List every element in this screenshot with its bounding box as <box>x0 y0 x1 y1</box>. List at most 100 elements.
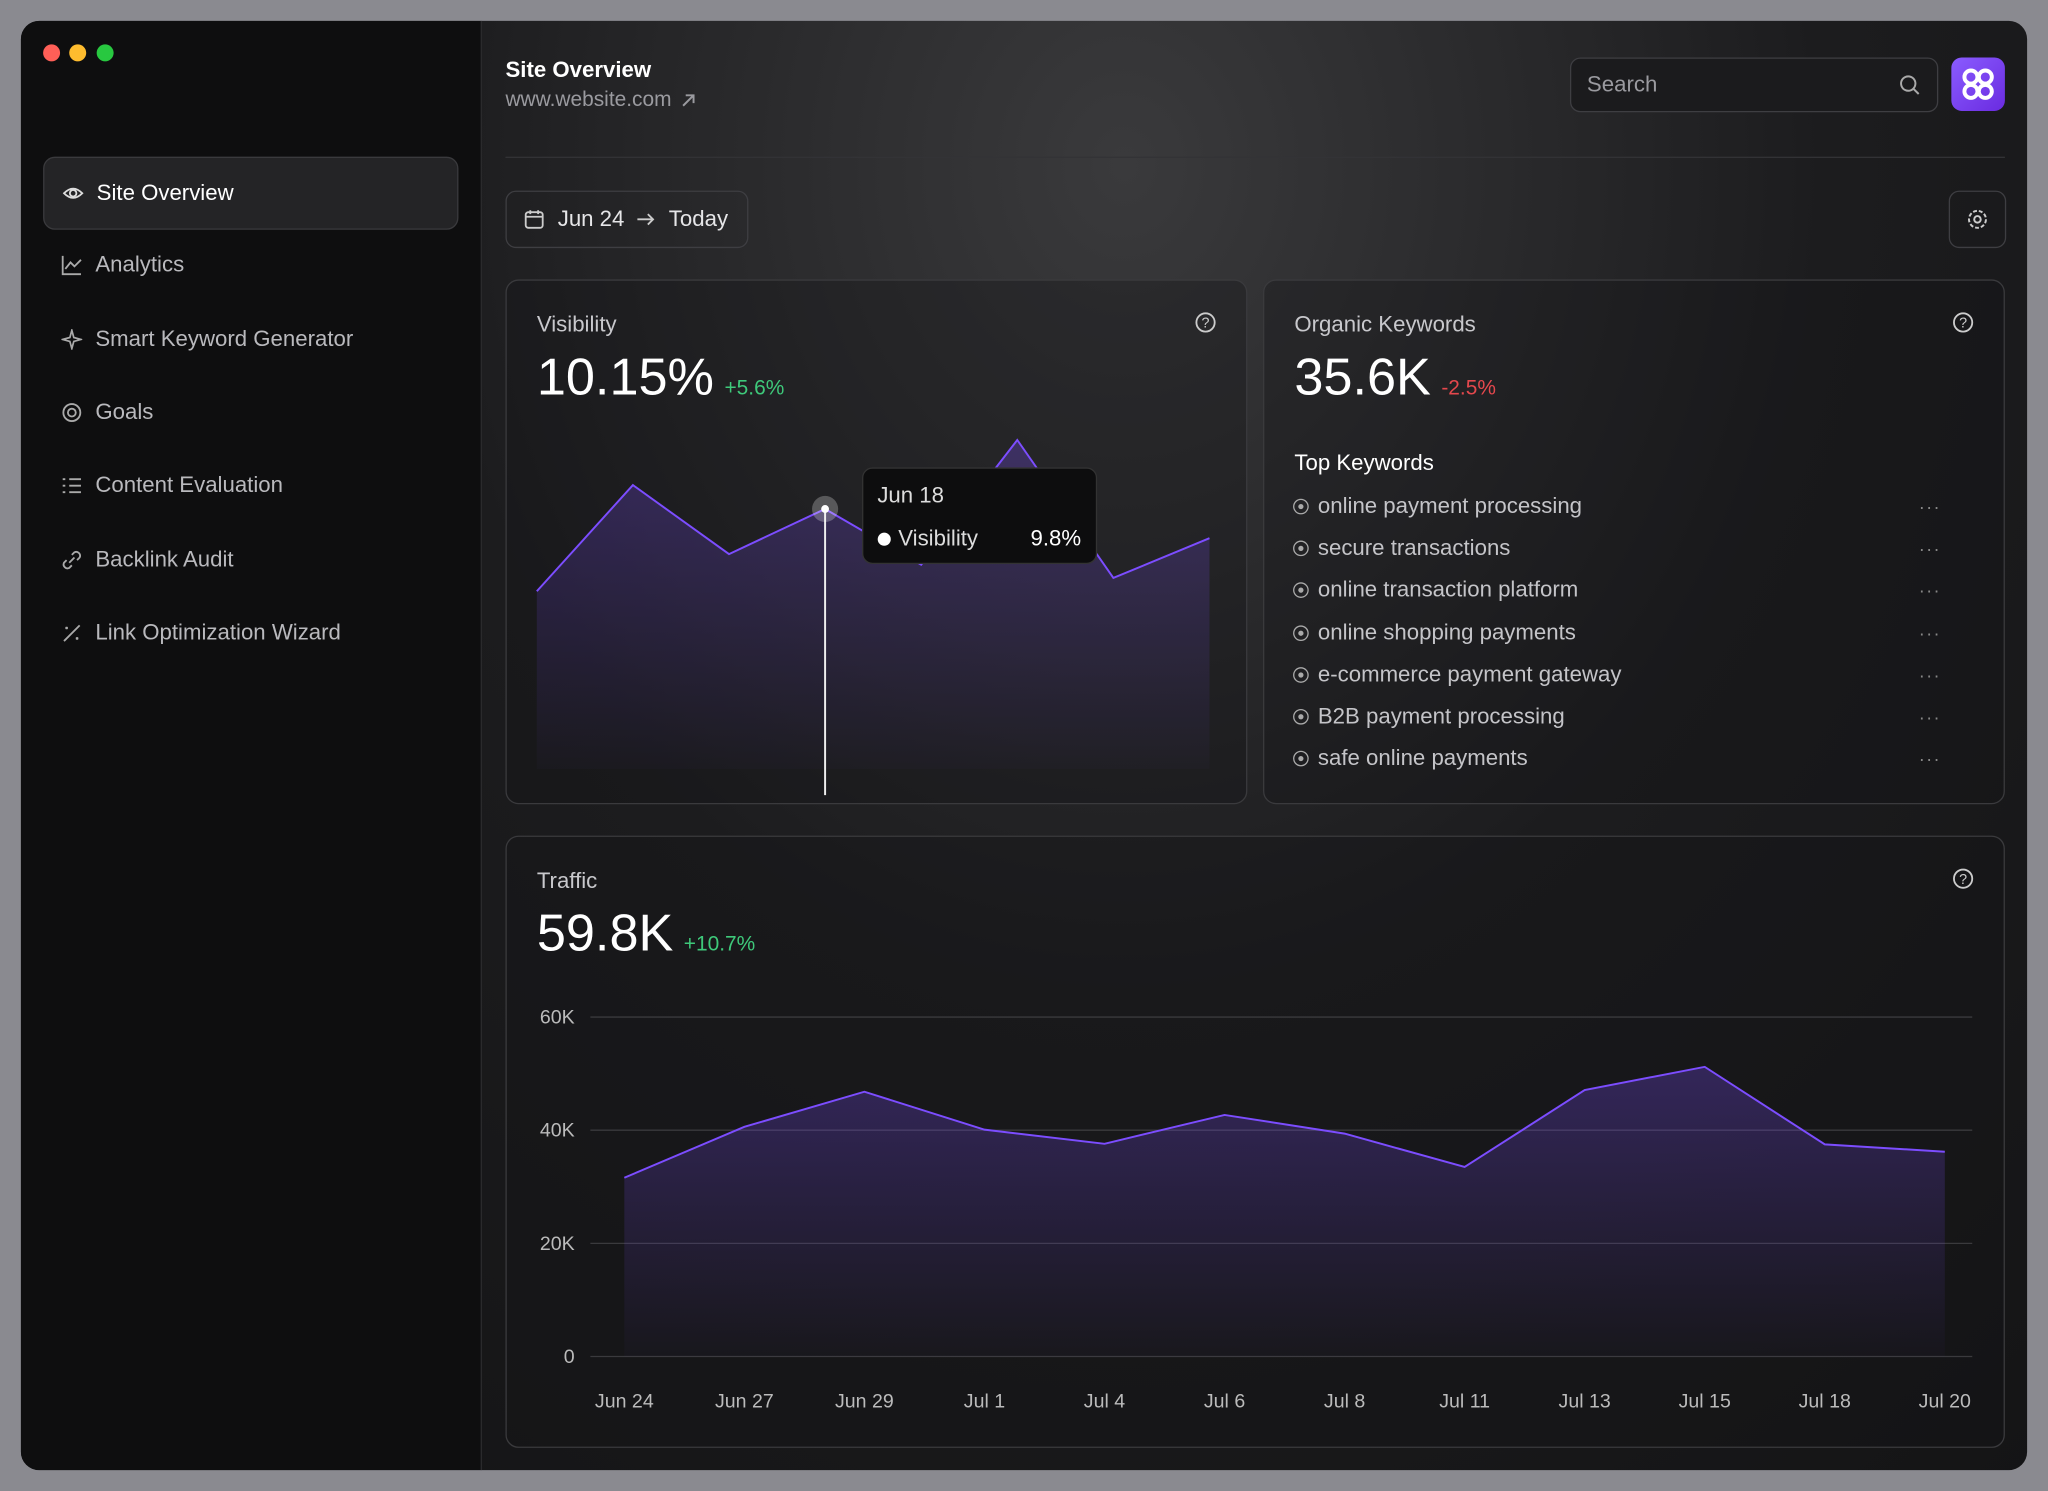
keyword-icon <box>1293 582 1309 599</box>
more-button[interactable]: ··· <box>1918 538 1941 560</box>
keyword-row[interactable]: online shopping payments ··· <box>1293 620 1972 646</box>
keyword-row[interactable]: safe online payments ··· <box>1293 746 1972 772</box>
metric-change: -2.5% <box>1441 377 1496 400</box>
nav-item[interactable]: Goals <box>43 377 456 448</box>
tooltip-value: 9.8% <box>1030 525 1082 551</box>
metric-change: +5.6% <box>724 377 785 400</box>
keyword-icon <box>1293 624 1309 641</box>
hover-point <box>821 505 830 513</box>
help-icon[interactable]: ? <box>1951 311 1975 335</box>
site-url: www.website.com <box>505 88 672 111</box>
more-button[interactable]: ··· <box>1918 580 1941 602</box>
keyword-text: secure transactions <box>1317 535 1511 561</box>
x-tick-label: Jul 15 <box>1679 1390 1731 1412</box>
search-box[interactable]: Search <box>1569 57 1939 113</box>
nav-item[interactable]: Smart Keyword Generator <box>43 304 456 375</box>
x-tick-label: Jul 1 <box>964 1390 1005 1412</box>
x-tick-label: Jul 6 <box>1204 1390 1245 1412</box>
keyword-row[interactable]: online payment processing ··· <box>1293 494 1972 520</box>
nav-icon <box>62 550 81 569</box>
nav-label: Link Optimization Wizard <box>95 619 341 645</box>
date-range-picker[interactable]: Jun 24 Today <box>505 190 749 249</box>
card-title: Traffic <box>536 868 598 894</box>
settings-button[interactable] <box>1948 190 2007 249</box>
metric-value: 59.8K <box>536 904 674 963</box>
help-icon[interactable]: ? <box>1194 311 1218 335</box>
nav-label: Analytics <box>95 252 185 278</box>
keyword-row[interactable]: secure transactions ··· <box>1293 536 1972 562</box>
keyword-icon <box>1293 708 1309 725</box>
list-title: Top Keywords <box>1294 450 1434 476</box>
card-title: Visibility <box>536 312 617 337</box>
x-tick-label: Jun 24 <box>595 1390 654 1412</box>
close-button[interactable] <box>43 44 61 62</box>
more-button[interactable]: ··· <box>1918 622 1941 644</box>
nav-item[interactable]: Link Optimization Wizard <box>43 598 456 669</box>
keywords-card: Organic Keywords 35.6K -2.5% ? Top Keywo… <box>1263 279 2005 805</box>
keyword-icon <box>1293 540 1309 557</box>
keyword-text: B2B payment processing <box>1317 703 1565 729</box>
keyword-row[interactable]: online transaction platform ··· <box>1293 578 1972 604</box>
traffic-chart: 0 20K 40K 60K Jun 24 Jun 27 Jun 29 Jul 1 Jul 4 Ju… <box>540 1007 1973 1412</box>
y-tick-label: 60K <box>540 1007 575 1029</box>
search-icon <box>1900 75 1920 95</box>
keyword-text: safe online payments <box>1317 745 1528 771</box>
more-button[interactable]: ··· <box>1918 496 1941 518</box>
nav-label: Smart Keyword Generator <box>95 325 354 351</box>
tooltip-series: Visibility <box>898 525 979 551</box>
more-button[interactable]: ··· <box>1918 706 1941 728</box>
visibility-card: Visibility 10.15% +5.6% ? Jun 18 Visibil… <box>505 279 1248 805</box>
site-link[interactable]: www.website.com <box>505 89 697 113</box>
date-end: Today <box>668 206 729 232</box>
metric-value: 10.15% <box>536 348 715 407</box>
nav-icon <box>62 403 82 422</box>
keyword-text: online transaction platform <box>1317 577 1579 603</box>
external-icon <box>682 94 695 107</box>
arrow-icon <box>637 213 655 226</box>
more-button[interactable]: ··· <box>1918 664 1941 686</box>
keyword-icon <box>1293 750 1309 767</box>
metric: 35.6K -2.5% <box>1294 349 1496 408</box>
tooltip-swatch <box>877 532 891 546</box>
x-tick-label: Jun 29 <box>835 1390 894 1412</box>
calendar-icon <box>524 210 544 229</box>
keyword-icon <box>1293 666 1309 683</box>
nav-item[interactable]: Site Overview <box>43 156 459 230</box>
minimize-button[interactable] <box>69 44 87 62</box>
metric: 10.15% +5.6% <box>537 349 784 408</box>
keyword-icon <box>1293 498 1309 515</box>
header-divider <box>505 156 2005 158</box>
nav-label: Goals <box>95 399 154 425</box>
nav-item[interactable]: Analytics <box>43 230 456 301</box>
nav-label: Backlink Audit <box>95 546 234 572</box>
y-tick-label: 0 <box>564 1346 575 1368</box>
nav-label: Site Overview <box>96 180 234 205</box>
nav-label: Content Evaluation <box>95 472 283 498</box>
nav-item[interactable]: Backlink Audit <box>43 524 456 595</box>
svg-text:?: ? <box>1959 316 1967 332</box>
settings-icon <box>1967 209 1987 229</box>
sidebar: Site Overview Analytics Smart Keyword Gene… <box>20 20 482 1471</box>
nav-icon <box>62 187 84 199</box>
app-window: Site Overview Analytics Smart Keyword Gene… <box>20 20 2028 1471</box>
x-tick-label: Jul 11 <box>1439 1390 1490 1412</box>
keyword-row[interactable]: B2B payment processing ··· <box>1293 704 1972 730</box>
maximize-button[interactable] <box>96 44 114 62</box>
avatar-logo[interactable] <box>1951 57 2005 111</box>
nav-icon <box>61 328 83 350</box>
tooltip-row: Visibility 9.8% <box>877 526 1081 552</box>
line <box>623 1065 1945 1179</box>
metric-change: +10.7% <box>683 933 756 956</box>
metric: 59.8K +10.7% <box>537 905 755 964</box>
keyword-row[interactable]: e-commerce payment gateway ··· <box>1293 662 1972 688</box>
more-button[interactable]: ··· <box>1918 748 1941 770</box>
x-tick-label: Jul 4 <box>1084 1390 1125 1412</box>
nav-item[interactable]: Content Evaluation <box>43 451 456 522</box>
svg-text:?: ? <box>1959 872 1967 888</box>
x-tick-label: Jul 18 <box>1799 1390 1851 1412</box>
x-tick-label: Jul 8 <box>1324 1390 1365 1412</box>
x-tick-label: Jul 20 <box>1919 1390 1971 1412</box>
help-icon[interactable]: ? <box>1951 867 1975 891</box>
